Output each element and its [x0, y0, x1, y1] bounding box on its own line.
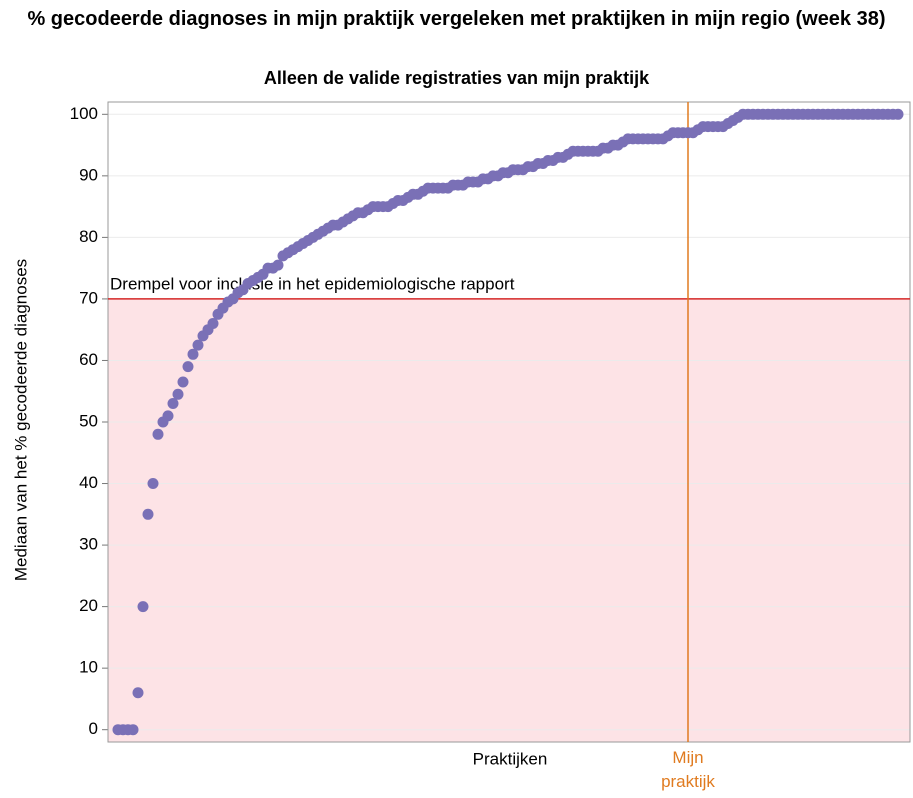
y-tick-label: 30 [79, 535, 98, 554]
dot [182, 361, 194, 373]
plot-frame [107, 101, 911, 743]
dot [152, 428, 164, 440]
dot [162, 410, 174, 422]
dot [142, 508, 154, 520]
chart-subtitle: Alleen de valide registraties van mijn p… [263, 68, 650, 88]
dot [272, 259, 284, 271]
dot [147, 478, 159, 490]
y-tick-label: 60 [79, 350, 98, 369]
threshold-label: Drempel voor inclusie in het epidemiolog… [110, 274, 515, 293]
y-tick-label: 20 [79, 596, 98, 615]
dot [892, 108, 904, 120]
dot [187, 348, 199, 360]
dot [172, 388, 184, 400]
y-tick-label: 90 [79, 165, 98, 184]
y-tick-label: 50 [79, 411, 98, 430]
x-axis-label: Praktijken [473, 749, 548, 768]
threshold-area [108, 298, 910, 742]
y-tick-label: 10 [79, 658, 98, 677]
dot [207, 318, 219, 330]
my-practice-label: Mijn praktijk [661, 748, 715, 791]
dot [137, 601, 149, 613]
dot [177, 376, 189, 388]
y-tick-label: 70 [79, 288, 98, 307]
chart-title: % gecodeerde diagnoses in mijn praktijk … [27, 8, 886, 30]
dot [127, 724, 139, 736]
dot [132, 687, 144, 699]
dot [167, 398, 179, 410]
y-tick-label: 40 [79, 473, 98, 492]
y-tick-label: 0 [89, 719, 98, 738]
y-axis-label: Mediaan van het % gecodeerde diagnoses [11, 259, 30, 581]
dot [192, 339, 204, 351]
y-tick-label: 100 [70, 104, 98, 123]
y-tick-label: 80 [79, 227, 98, 246]
